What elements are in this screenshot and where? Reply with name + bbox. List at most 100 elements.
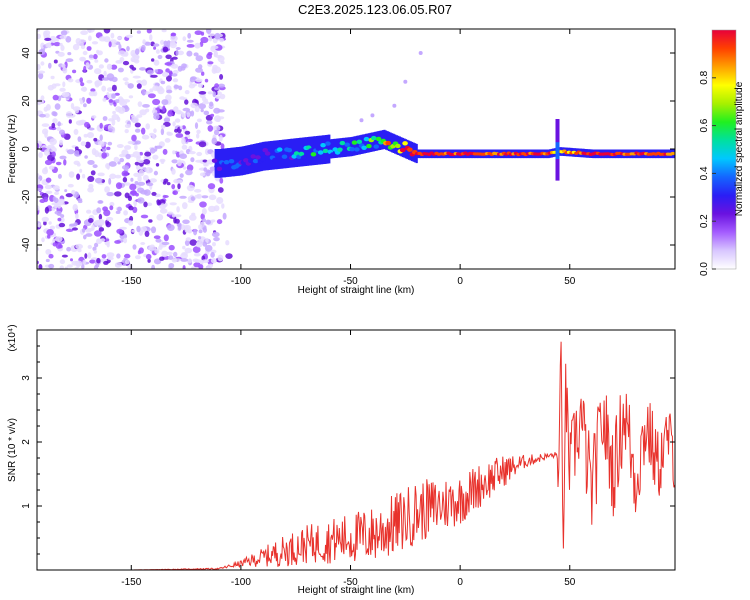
- noise-speckle: [136, 114, 143, 118]
- x-tick-label: 0: [457, 276, 463, 287]
- noise-speckle: [124, 81, 129, 86]
- signal-envelope: [386, 131, 389, 151]
- noise-speckle: [153, 170, 158, 176]
- signal-point: [211, 158, 218, 163]
- signal-point: [252, 158, 259, 164]
- noise-speckle: [112, 110, 116, 115]
- noise-speckle: [180, 258, 189, 262]
- noise-speckle: [52, 111, 58, 117]
- noise-speckle: [179, 96, 186, 100]
- noise-speckle: [153, 258, 162, 265]
- noise-speckle: [107, 141, 113, 146]
- noise-speckle: [96, 207, 102, 214]
- noise-speckle: [141, 44, 146, 52]
- noise-speckle: [132, 244, 137, 250]
- signal-point: [262, 148, 269, 153]
- noise-speckle: [59, 155, 67, 160]
- noise-speckle: [62, 81, 66, 88]
- noise-speckle: [160, 159, 165, 164]
- noise-speckle: [201, 208, 207, 215]
- noise-speckle: [117, 161, 121, 165]
- noise-speckle: [88, 218, 94, 223]
- noise-speckle: [129, 183, 137, 191]
- noise-speckle: [108, 41, 112, 48]
- noise-speckle: [186, 164, 194, 172]
- noise-speckle: [160, 80, 166, 85]
- noise-speckle: [143, 189, 151, 196]
- signal-envelope: [328, 134, 331, 164]
- colorbar-tick-label: 0.0: [699, 262, 710, 276]
- noise-speckle: [58, 222, 66, 228]
- noise-speckle: [96, 50, 103, 56]
- noise-speckle: [149, 34, 153, 41]
- noise-speckle: [149, 178, 157, 183]
- noise-speckle: [86, 79, 93, 84]
- noise-speckle: [106, 242, 110, 248]
- noise-speckle: [44, 184, 53, 190]
- noise-speckle: [57, 173, 62, 179]
- noise-speckle: [176, 159, 182, 167]
- signal-point: [402, 141, 408, 146]
- noise-speckle: [56, 126, 62, 131]
- noise-speckle: [136, 155, 142, 159]
- noise-speckle: [115, 174, 122, 179]
- noise-speckle: [92, 91, 98, 97]
- noise-speckle: [49, 146, 57, 153]
- noise-speckle: [88, 183, 94, 189]
- noise-speckle: [59, 265, 64, 269]
- noise-speckle: [207, 125, 214, 132]
- noise-speckle: [48, 263, 55, 269]
- noise-speckle: [144, 230, 150, 237]
- spike-point: [555, 119, 560, 123]
- noise-speckle: [37, 173, 40, 178]
- noise-speckle: [132, 75, 141, 79]
- noise-speckle: [191, 266, 196, 269]
- signal-envelope: [288, 139, 291, 168]
- colorbar-gradient: [712, 30, 736, 269]
- noise-speckle: [96, 257, 101, 264]
- noise-speckle: [222, 212, 227, 220]
- noise-speckle: [195, 67, 203, 73]
- noise-speckle: [43, 30, 48, 38]
- noise-speckle: [200, 108, 204, 113]
- noise-speckle: [74, 146, 79, 151]
- signal-envelope: [400, 137, 403, 157]
- signal-envelope: [303, 137, 306, 167]
- noise-speckle: [37, 70, 46, 74]
- noise-speckle: [80, 44, 86, 50]
- signal-envelope: [236, 147, 239, 176]
- noise-speckle: [219, 93, 226, 100]
- noise-speckle: [149, 147, 156, 154]
- noise-speckle: [66, 149, 75, 155]
- signal-envelope: [374, 131, 377, 151]
- noise-speckle: [207, 51, 213, 56]
- noise-speckle: [165, 54, 172, 60]
- noise-speckle: [44, 166, 48, 172]
- y-tick-label: 40: [21, 47, 32, 59]
- noise-speckle: [77, 198, 83, 202]
- noise-speckle: [175, 47, 181, 50]
- noise-speckle: [80, 87, 88, 92]
- x-tick-label: 50: [564, 577, 576, 588]
- spectrogram-y-label: Frequency (Hz): [7, 115, 18, 184]
- snr-axes: -150 -100 -50 0 50 1 2 3: [21, 330, 675, 588]
- noise-speckle: [77, 136, 82, 142]
- signal-envelope: [342, 137, 345, 158]
- noise-speckle: [140, 214, 149, 219]
- noise-speckle: [187, 32, 192, 39]
- noise-speckle: [48, 221, 52, 225]
- y-tick-label: 1: [21, 503, 32, 509]
- noise-speckle: [213, 50, 218, 58]
- noise-speckle: [96, 238, 102, 245]
- noise-speckle: [38, 72, 44, 80]
- noise-speckle: [48, 253, 54, 259]
- noise-speckle: [74, 108, 79, 114]
- noise-speckle: [87, 187, 94, 193]
- noise-speckle: [87, 175, 95, 182]
- noise-speckle: [101, 152, 107, 159]
- noise-speckle: [37, 29, 40, 32]
- noise-speckle: [56, 38, 59, 42]
- noise-speckle: [175, 179, 183, 184]
- noise-speckle: [70, 102, 75, 110]
- noise-speckle: [206, 29, 212, 34]
